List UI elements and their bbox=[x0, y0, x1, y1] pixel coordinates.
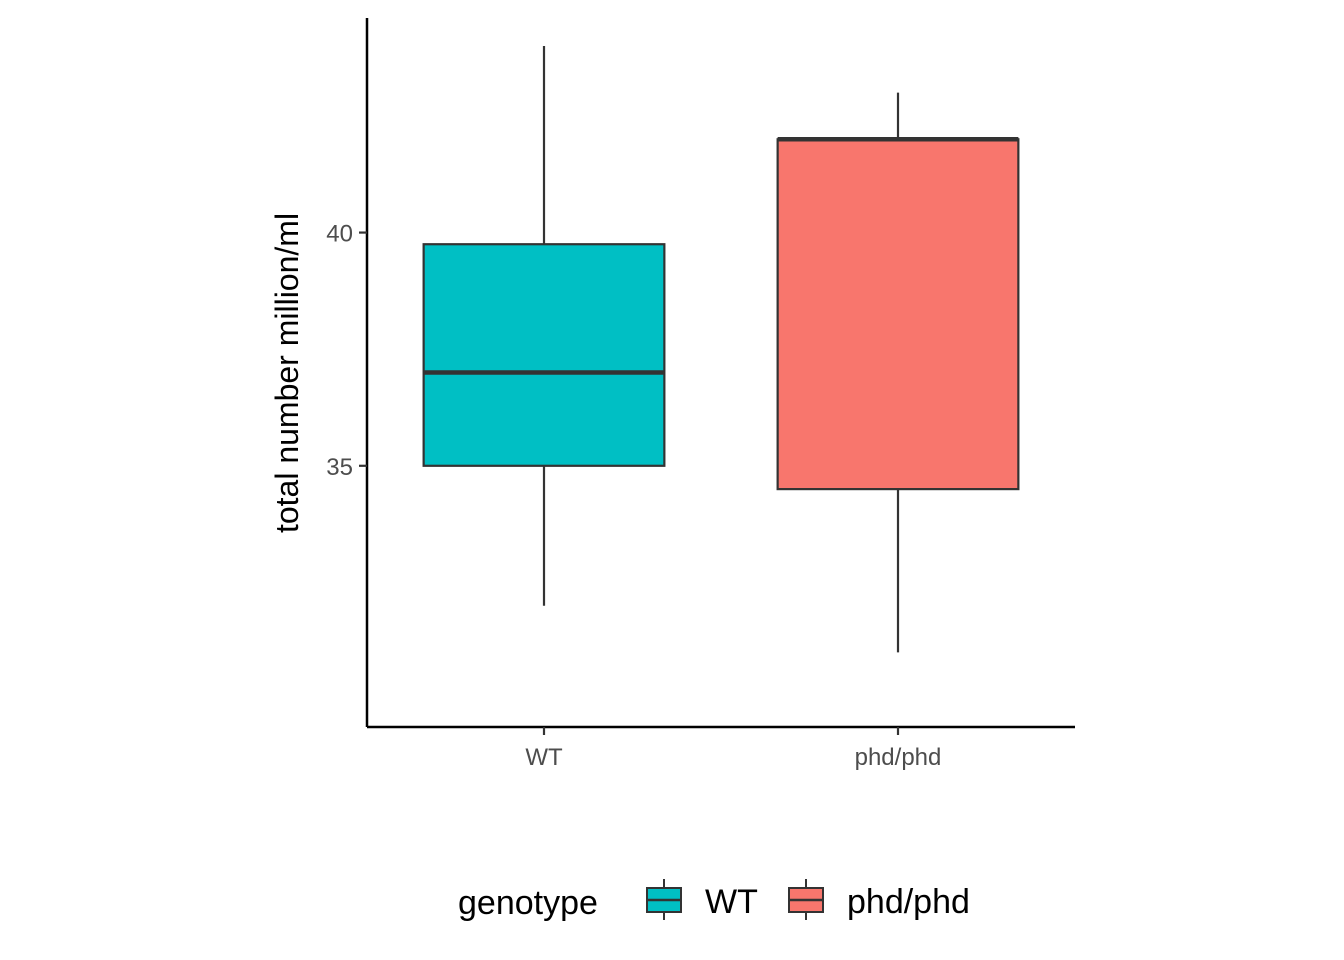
legend-title: genotype bbox=[458, 884, 598, 922]
boxes-layer bbox=[422, 45, 1020, 653]
legend-item: phd/phd bbox=[788, 879, 970, 921]
x-tick-label: WT bbox=[525, 744, 563, 771]
axes-layer bbox=[365, 18, 1075, 729]
y-axis-title: total number million/ml bbox=[269, 213, 305, 533]
box-body bbox=[422, 243, 666, 467]
legend-items: WT phd/phd bbox=[646, 879, 970, 921]
y-ticks: 35 40 bbox=[326, 221, 367, 481]
box-wt bbox=[422, 45, 666, 606]
x-tick-label: phd/phd bbox=[855, 744, 942, 771]
legend-label: phd/phd bbox=[847, 883, 970, 921]
legend-label: WT bbox=[705, 883, 758, 921]
legend: genotype WT phd/phd bbox=[458, 879, 970, 922]
box-body bbox=[776, 138, 1020, 491]
x-ticks: WT phd/phd bbox=[525, 727, 941, 771]
legend-item: WT bbox=[646, 879, 758, 921]
y-tick-label: 35 bbox=[326, 454, 353, 481]
box-phd-phd bbox=[776, 92, 1020, 653]
y-tick-label: 40 bbox=[326, 221, 353, 248]
